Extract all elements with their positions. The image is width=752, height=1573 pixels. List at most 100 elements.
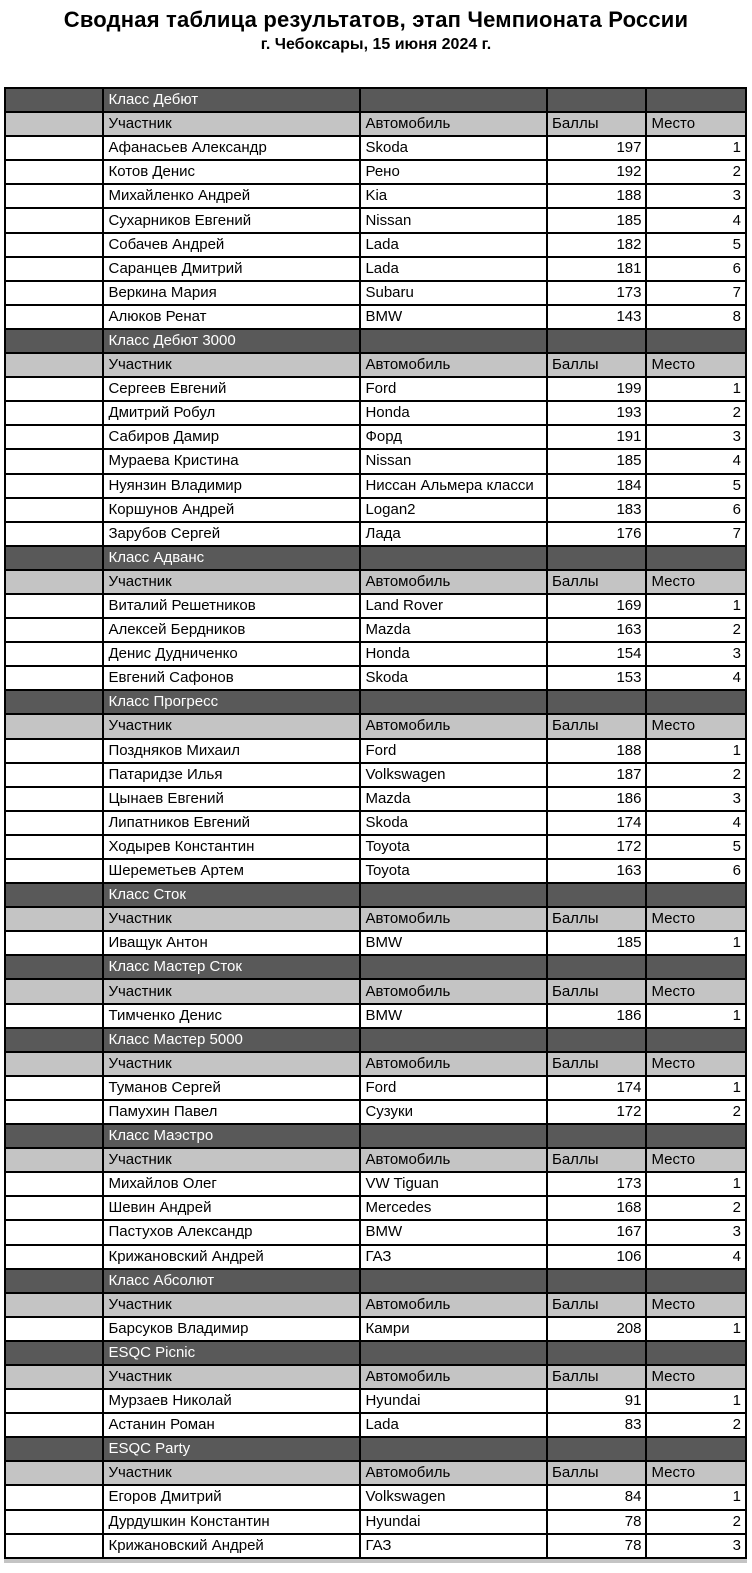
- column-header-row: Участник Автомобиль Баллы Место: [3, 1050, 747, 1077]
- points-cell: 174: [545, 809, 648, 836]
- result-row: Алюков Ренат BMW 143 8: [3, 303, 747, 330]
- col-header-place: Место: [645, 906, 747, 933]
- row-margin-cell: [3, 1195, 105, 1222]
- place-cell: 3: [645, 424, 747, 451]
- class-name-cell: Класс Маэстро: [102, 1123, 362, 1150]
- place-cell: 1: [645, 1074, 747, 1101]
- place-cell: 3: [645, 641, 747, 668]
- points-cell: 91: [545, 1388, 648, 1415]
- points-cell: 143: [545, 303, 648, 330]
- row-margin-cell: [3, 1388, 105, 1415]
- points-cell: 163: [545, 857, 648, 885]
- place-cell: 1: [645, 930, 747, 957]
- col-header-points: Баллы: [545, 713, 648, 740]
- class-header-row: Класс Маэстро: [3, 1123, 747, 1150]
- car-cell: Hyundai: [359, 1508, 548, 1535]
- result-row: Липатников Евгений Skoda 174 4: [3, 809, 747, 836]
- page-subtitle: г. Чебоксары, 15 июня 2024 г.: [260, 36, 492, 53]
- empty-cell: [545, 1267, 648, 1294]
- empty-cell: [545, 1123, 648, 1150]
- row-margin-cell: [3, 111, 105, 138]
- empty-cell: [359, 1123, 548, 1150]
- row-margin-cell: [3, 400, 105, 427]
- row-margin-cell: [3, 617, 105, 644]
- points-cell: 192: [545, 159, 648, 186]
- col-header-points: Баллы: [545, 568, 648, 595]
- participant-cell: Патаридзе Илья: [102, 761, 362, 788]
- row-margin-cell: [3, 472, 105, 499]
- participant-cell: Иващук Антон: [102, 930, 362, 957]
- car-cell: Лада: [359, 520, 548, 547]
- points-cell: 191: [545, 424, 648, 451]
- row-margin-cell: [3, 303, 105, 330]
- points-cell: 78: [545, 1532, 648, 1559]
- row-margin-cell: [3, 1171, 105, 1198]
- class-header-row: Класс Мастер Сток: [3, 954, 747, 981]
- class-header-row: ESQC Picnic: [3, 1339, 747, 1366]
- points-cell: 83: [545, 1412, 648, 1439]
- points-cell: 153: [545, 665, 648, 692]
- participant-cell: Крижановский Андрей: [102, 1243, 362, 1270]
- participant-cell: Собачев Андрей: [102, 231, 362, 258]
- place-cell: 2: [645, 159, 747, 186]
- class-name-cell: ESQC Picnic: [102, 1339, 362, 1366]
- result-row: Крижановский Андрей ГАЗ 106 4: [3, 1243, 747, 1270]
- participant-cell: Дмитрий Робул: [102, 400, 362, 427]
- column-header-row: Участник Автомобиль Баллы Место: [3, 906, 747, 933]
- row-margin-cell: [3, 1412, 105, 1439]
- empty-cell: [545, 327, 648, 355]
- row-margin-cell: [3, 1291, 105, 1318]
- col-header-place: Место: [645, 1460, 747, 1487]
- empty-cell: [545, 689, 648, 716]
- row-margin-cell: [3, 448, 105, 475]
- points-cell: 188: [545, 183, 648, 210]
- participant-cell: Афанасьев Александр: [102, 135, 362, 162]
- result-row: Памухин Павел Сузуки 172 2: [3, 1098, 747, 1126]
- row-margin-cell: [3, 159, 105, 186]
- col-header-place: Место: [645, 111, 747, 138]
- participant-cell: Тимченко Денис: [102, 1002, 362, 1029]
- car-cell: Skoda: [359, 665, 548, 692]
- class-name-cell: Класс Прогресс: [102, 689, 362, 716]
- car-cell: Hyundai: [359, 1388, 548, 1415]
- points-cell: 183: [545, 496, 648, 523]
- points-cell: 106: [545, 1243, 648, 1270]
- col-header-place: Место: [645, 352, 747, 379]
- column-header-row: Участник Автомобиль Баллы Место: [3, 978, 747, 1005]
- participant-cell: Коршунов Андрей: [102, 496, 362, 523]
- row-margin-cell: [3, 327, 105, 355]
- row-margin-cell: [3, 713, 105, 740]
- col-header-points: Баллы: [545, 352, 648, 379]
- empty-cell: [359, 544, 548, 571]
- points-cell: 186: [545, 785, 648, 812]
- result-row: Нуянзин Владимир Ниссан Альмера класси 184…: [3, 472, 747, 499]
- result-row: Дмитрий Робул Honda 193 2: [3, 400, 747, 427]
- result-row: Веркина Мария Subaru 173 7: [3, 279, 747, 306]
- result-row: Мурзаев Николай Hyundai 91 1: [3, 1388, 747, 1415]
- empty-cell: [645, 86, 747, 114]
- participant-cell: Поздняков Михаил: [102, 737, 362, 764]
- row-margin-cell: [3, 1050, 105, 1077]
- row-margin-cell: [3, 1098, 105, 1126]
- result-row: Собачев Андрей Lada 182 5: [3, 231, 747, 258]
- place-cell: 3: [645, 1532, 747, 1559]
- participant-cell: Виталий Решетников: [102, 592, 362, 620]
- participant-cell: Памухин Павел: [102, 1098, 362, 1126]
- col-header-participant: Участник: [102, 713, 362, 740]
- row-margin-cell: [3, 1074, 105, 1101]
- row-margin-cell: [3, 930, 105, 957]
- class-name-cell: Класс Дебют 3000: [102, 327, 362, 355]
- participant-cell: Туманов Сергей: [102, 1074, 362, 1101]
- col-header-participant: Участник: [102, 1363, 362, 1391]
- row-margin-cell: [3, 665, 105, 692]
- participant-cell: Пастухов Александр: [102, 1219, 362, 1246]
- empty-cell: [359, 882, 548, 909]
- col-header-points: Баллы: [545, 111, 648, 138]
- place-cell: 4: [645, 207, 747, 234]
- col-header-place: Место: [645, 1363, 747, 1391]
- row-margin-cell: [3, 1026, 105, 1053]
- participant-cell: Алюков Ренат: [102, 303, 362, 330]
- class-header-row: Класс Абсолют: [3, 1267, 747, 1294]
- points-cell: 172: [545, 1098, 648, 1126]
